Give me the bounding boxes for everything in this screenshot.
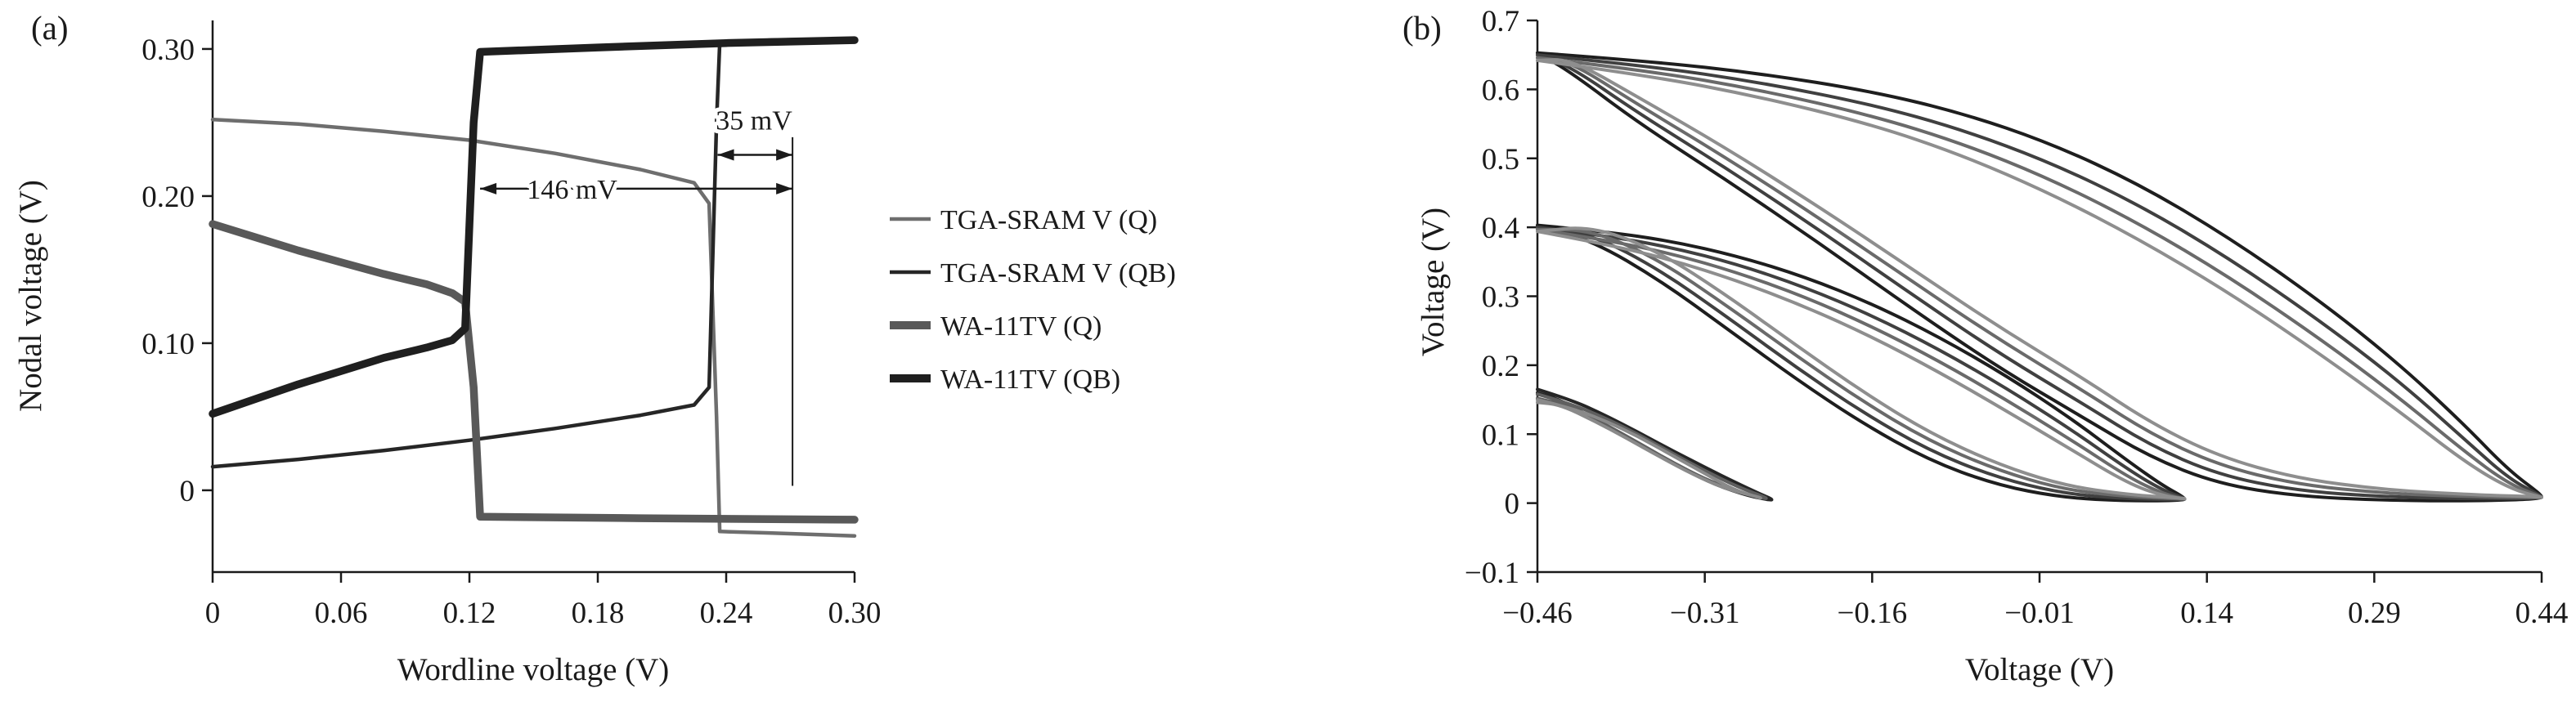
panel-a-chart: 0 0.06 0.12 0.18 0.24 0.30 0 0.10 0.20 0.30 Wordli… bbox=[13, 9, 1176, 687]
x-tick-label: 0.12 bbox=[443, 597, 496, 630]
series-tga-sram-v-q- bbox=[210, 118, 857, 538]
arrowhead-left-icon bbox=[480, 182, 497, 195]
x-tick-label: 0.14 bbox=[2180, 597, 2233, 630]
panel-letter: (b) bbox=[1402, 9, 1442, 47]
series-hysteresis-loop-large-1 bbox=[1536, 51, 2543, 503]
annotation-label: 35 mV bbox=[716, 105, 792, 136]
y-tick-label: 0.30 bbox=[141, 34, 195, 67]
y-tick-label: 0 bbox=[180, 475, 195, 508]
axes bbox=[211, 20, 855, 574]
y-tick-label: 0.6 bbox=[1482, 74, 1519, 107]
tick-marks-and-labels: 0 0.06 0.12 0.18 0.24 0.30 0 0.10 0.20 0.30 bbox=[141, 34, 881, 630]
series-hysteresis-loop-small-2 bbox=[1536, 392, 1768, 500]
x-tick-label: 0.30 bbox=[828, 597, 882, 630]
x-axis-title: Wordline voltage (V) bbox=[397, 652, 670, 687]
series-curves bbox=[209, 36, 859, 538]
legend-item-label: WA-11TV (Q) bbox=[940, 311, 1102, 342]
panel-a: 0 0.06 0.12 0.18 0.24 0.30 0 0.10 0.20 0.30 Wordli… bbox=[0, 0, 1276, 707]
x-tick-label: 0.24 bbox=[700, 597, 753, 630]
x-tick-label: −0.16 bbox=[1838, 597, 1908, 630]
arrowhead-right-icon bbox=[776, 182, 793, 195]
legend: TGA-SRAM V (Q) TGA-SRAM V (QB) WA-11TV (Q)… bbox=[890, 205, 1176, 395]
x-tick-label: 0.18 bbox=[572, 597, 625, 630]
arrowhead-right-icon bbox=[776, 149, 793, 161]
y-tick-label: 0.1 bbox=[1482, 418, 1519, 452]
y-axis-title: Voltage (V) bbox=[1416, 208, 1451, 356]
y-tick-label: −0.1 bbox=[1465, 557, 1519, 590]
x-axis-title: Voltage (V) bbox=[1965, 652, 2114, 687]
y-tick-label: 0 bbox=[1505, 488, 1520, 521]
arrowhead-left-icon bbox=[717, 149, 734, 161]
y-tick-label: 0.3 bbox=[1482, 281, 1519, 315]
legend-item-label: TGA-SRAM V (QB) bbox=[940, 258, 1176, 288]
y-tick-label: 0.20 bbox=[141, 181, 195, 214]
series-hysteresis-loop-small-3 bbox=[1536, 398, 1762, 500]
y-tick-label: 0.10 bbox=[141, 328, 195, 361]
x-tick-label: 0.29 bbox=[2348, 597, 2401, 630]
series-wa-11tv-q- bbox=[209, 220, 859, 524]
x-tick-label: −0.01 bbox=[2004, 597, 2075, 630]
series-curves bbox=[1536, 51, 2543, 503]
x-tick-label: 0.44 bbox=[2515, 597, 2569, 630]
x-tick-label: 0 bbox=[205, 597, 221, 630]
panel-b-chart: −0.46 −0.31 −0.16 −0.01 0.14 0.29 0.44 −0.1 0 0.1… bbox=[1402, 5, 2569, 687]
legend-item-label: WA-11TV (QB) bbox=[940, 364, 1120, 395]
y-tick-label: 0.7 bbox=[1482, 5, 1519, 38]
y-axis-title: Nodal voltage (V) bbox=[13, 180, 48, 412]
legend-item-label: TGA-SRAM V (Q) bbox=[940, 205, 1157, 235]
y-tick-label: 0.5 bbox=[1482, 143, 1519, 177]
panel-letter: (a) bbox=[31, 9, 69, 47]
y-tick-label: 0.2 bbox=[1482, 350, 1519, 383]
x-tick-label: −0.46 bbox=[1502, 597, 1573, 630]
x-tick-label: −0.31 bbox=[1670, 597, 1740, 630]
annotations: 146 mV 35 mV bbox=[480, 101, 797, 486]
tick-marks-and-labels: −0.46 −0.31 −0.16 −0.01 0.14 0.29 0.44 −0.1 0 0.1… bbox=[1465, 5, 2569, 630]
series-hysteresis-loop-large-4 bbox=[1536, 58, 2543, 499]
x-tick-label: 0.06 bbox=[315, 597, 368, 630]
panel-b: −0.46 −0.31 −0.16 −0.01 0.14 0.29 0.44 −0.1 0 0.1… bbox=[1276, 0, 2576, 707]
annotation-label: 146 mV bbox=[527, 175, 617, 205]
series-wa-11tv-qb- bbox=[209, 36, 859, 418]
series-hysteresis-loop-mid-4 bbox=[1536, 226, 2187, 501]
y-tick-label: 0.4 bbox=[1482, 212, 1519, 245]
